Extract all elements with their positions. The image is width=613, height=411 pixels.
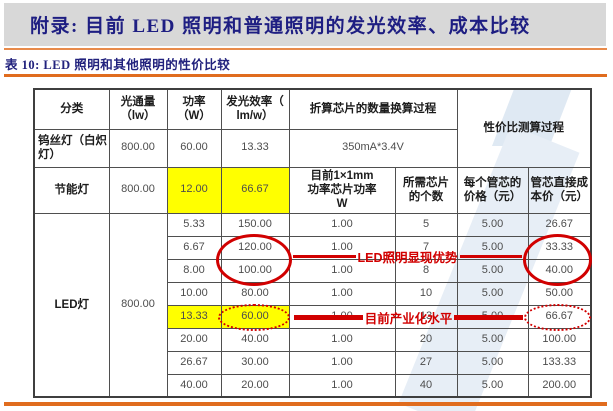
energy-saving-power: 12.00 [166,166,222,214]
led-efficiency: 20.00 [220,373,290,398]
highlight-ellipse-cost [523,234,592,286]
led-chip-count: 5 [394,212,458,237]
led-label: LED灯 [33,212,110,398]
highlight-ellipse-efficiency [216,234,292,286]
led-chip-count: 10 [394,281,458,306]
annotation-advantage-text: LED照明显现优势 [357,250,458,265]
incandescent-row: 钨丝灯（白炽灯） 800.00 60.00 13.33 350mA*3.4V [33,128,591,168]
led-chip-cost: 26.67 [527,212,592,237]
led-chip-count: 27 [394,350,458,375]
led-chip-power: 1.00 [288,212,396,237]
energy-saving-label: 节能灯 [33,166,110,214]
led-chip-price: 5.00 [456,212,529,237]
subheader-chip-power: 目前1×1mm 功率芯片功率 W [288,166,396,214]
led-power: 8.00 [166,258,222,283]
subheader-chip-cost: 管芯直接成 本价（元） [527,166,592,214]
led-chip-power: 1.00 [288,327,396,352]
led-chip-power: 1.00 [288,373,396,398]
appendix-title-bar: 附录: 目前 LED 照明和普通照明的发光效率、成本比较 [4,3,606,46]
header-row: 分类 光通量 （lw） 功率（W） 发光效率（ lm/w） 折算芯片的数量换算过… [33,88,592,168]
appendix-title: 附录: 目前 LED 照明和普通照明的发光效率、成本比较 [30,16,531,37]
led-power: 26.67 [166,350,222,375]
annotation-line [459,254,523,258]
divider-line-bottom [4,402,607,406]
annotation-line [294,314,363,320]
led-chip-price: 5.00 [456,350,529,375]
led-efficiency: 150.00 [220,212,290,237]
header-lumen: 光通量 （lw） [108,88,168,130]
energy-saving-row: 节能灯 800.00 12.00 66.67 目前1×1mm 功率芯片功率 W … [33,166,592,214]
subheader-chip-price: 每个管芯的 价格（元） [456,166,529,214]
incandescent-note: 350mA*3.4V [288,128,458,168]
header-cost-calc: 性价比测算过程 [456,88,592,168]
header-category: 分类 [33,88,110,130]
led-chip-count: 20 [394,327,458,352]
led-row: 20.00 40.00 1.00 20 5.00 100.00 [34,327,592,352]
led-power: 40.00 [166,373,222,398]
led-efficiency: 30.00 [220,350,290,375]
annotation-line [293,254,356,258]
led-row: 40.00 20.00 1.00 40 5.00 200.00 [34,373,592,398]
energy-saving-efficiency: 66.67 [220,166,290,214]
led-power: 20.00 [166,327,222,352]
led-chip-power: 1.00 [288,350,396,375]
led-chip-cost: 133.33 [527,350,592,375]
led-chip-power: 1.00 [288,281,396,306]
header-power: 功率（W） [166,88,222,130]
divider-line-top [4,48,607,50]
led-lumen: 800.00 [108,212,168,398]
led-chip-cost: 200.00 [527,373,592,398]
led-chip-count: 40 [394,373,458,398]
annotation-led-advantage: LED照明显现优势 [293,248,523,265]
led-row: 10.00 80.00 1.00 10 5.00 50.00 [34,281,592,306]
annotation-line [454,314,524,320]
incandescent-label: 钨丝灯（白炽灯） [33,128,110,168]
incandescent-power: 60.00 [166,128,222,168]
led-chip-price: 5.00 [456,281,529,306]
divider-line-caption [4,74,607,77]
led-chip-cost: 100.00 [527,327,592,352]
led-chip-price: 5.00 [456,258,529,283]
incandescent-efficiency: 13.33 [220,128,290,168]
led-chip-price: 5.00 [456,373,529,398]
led-power: 6.67 [166,235,222,260]
annotation-current-level: 目前产业化水平 [294,309,524,326]
led-row: LED灯 800.00 5.33 150.00 1.00 5 5.00 26.6… [33,212,592,398]
dotted-ellipse-cost [524,304,591,331]
incandescent-lumen: 800.00 [108,128,168,168]
annotation-current-level-text: 目前产业化水平 [364,311,453,326]
dotted-ellipse-efficiency [218,304,290,331]
led-row: 26.67 30.00 1.00 27 5.00 133.33 [34,350,592,375]
led-power: 5.33 [166,212,222,237]
table-caption: 表 10: LED 照明和其他照明的性价比较 [5,58,231,72]
header-chip-conversion: 折算芯片的数量换算过程 [288,88,458,130]
comparison-table-grid: 分类 光通量 （lw） 功率（W） 发光效率（ lm/w） 折算芯片的数量换算过… [33,88,592,399]
header-efficiency: 发光效率（ lm/w） [220,88,290,130]
led-power: 10.00 [166,281,222,306]
led-efficiency: 40.00 [220,327,290,352]
led-power: 13.33 [166,304,222,329]
comparison-table: 分类 光通量 （lw） 功率（W） 发光效率（ lm/w） 折算芯片的数量换算过… [33,88,592,399]
subheader-chip-count: 所需芯片 的个数 [394,166,458,214]
energy-saving-lumen: 800.00 [108,166,168,214]
led-chip-price: 5.00 [456,327,529,352]
